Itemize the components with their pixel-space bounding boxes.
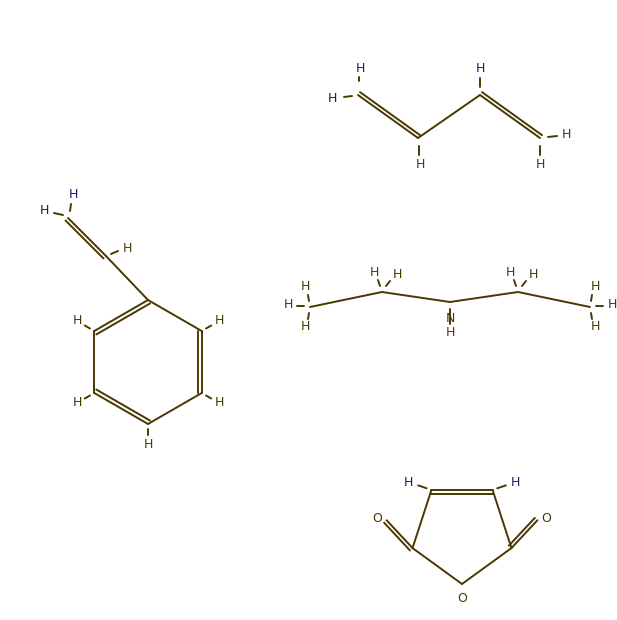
Text: H: H bbox=[72, 397, 81, 409]
Text: H: H bbox=[283, 298, 292, 311]
Text: H: H bbox=[72, 314, 81, 327]
Text: O: O bbox=[542, 512, 552, 525]
Text: H: H bbox=[590, 321, 600, 334]
Text: H: H bbox=[392, 267, 402, 280]
Text: H: H bbox=[528, 267, 537, 280]
Text: H: H bbox=[511, 476, 520, 489]
Text: H: H bbox=[68, 187, 78, 200]
Text: H: H bbox=[536, 157, 545, 170]
Text: H: H bbox=[214, 314, 224, 327]
Text: H: H bbox=[404, 476, 413, 489]
Text: H: H bbox=[505, 265, 515, 278]
Text: O: O bbox=[457, 591, 467, 604]
Text: H: H bbox=[355, 63, 365, 76]
Text: H: H bbox=[39, 203, 49, 216]
Text: H: H bbox=[607, 298, 616, 311]
Text: H: H bbox=[561, 128, 571, 141]
Text: H: H bbox=[300, 321, 310, 334]
Text: N: N bbox=[445, 311, 455, 324]
Text: H: H bbox=[143, 438, 152, 451]
Text: H: H bbox=[327, 92, 337, 105]
Text: H: H bbox=[475, 63, 485, 76]
Text: H: H bbox=[590, 280, 600, 293]
Text: H: H bbox=[415, 157, 424, 170]
Text: H: H bbox=[122, 242, 131, 254]
Text: H: H bbox=[300, 280, 310, 293]
Text: O: O bbox=[373, 512, 383, 525]
Text: H: H bbox=[214, 397, 224, 409]
Text: H: H bbox=[445, 326, 455, 339]
Text: H: H bbox=[370, 265, 379, 278]
